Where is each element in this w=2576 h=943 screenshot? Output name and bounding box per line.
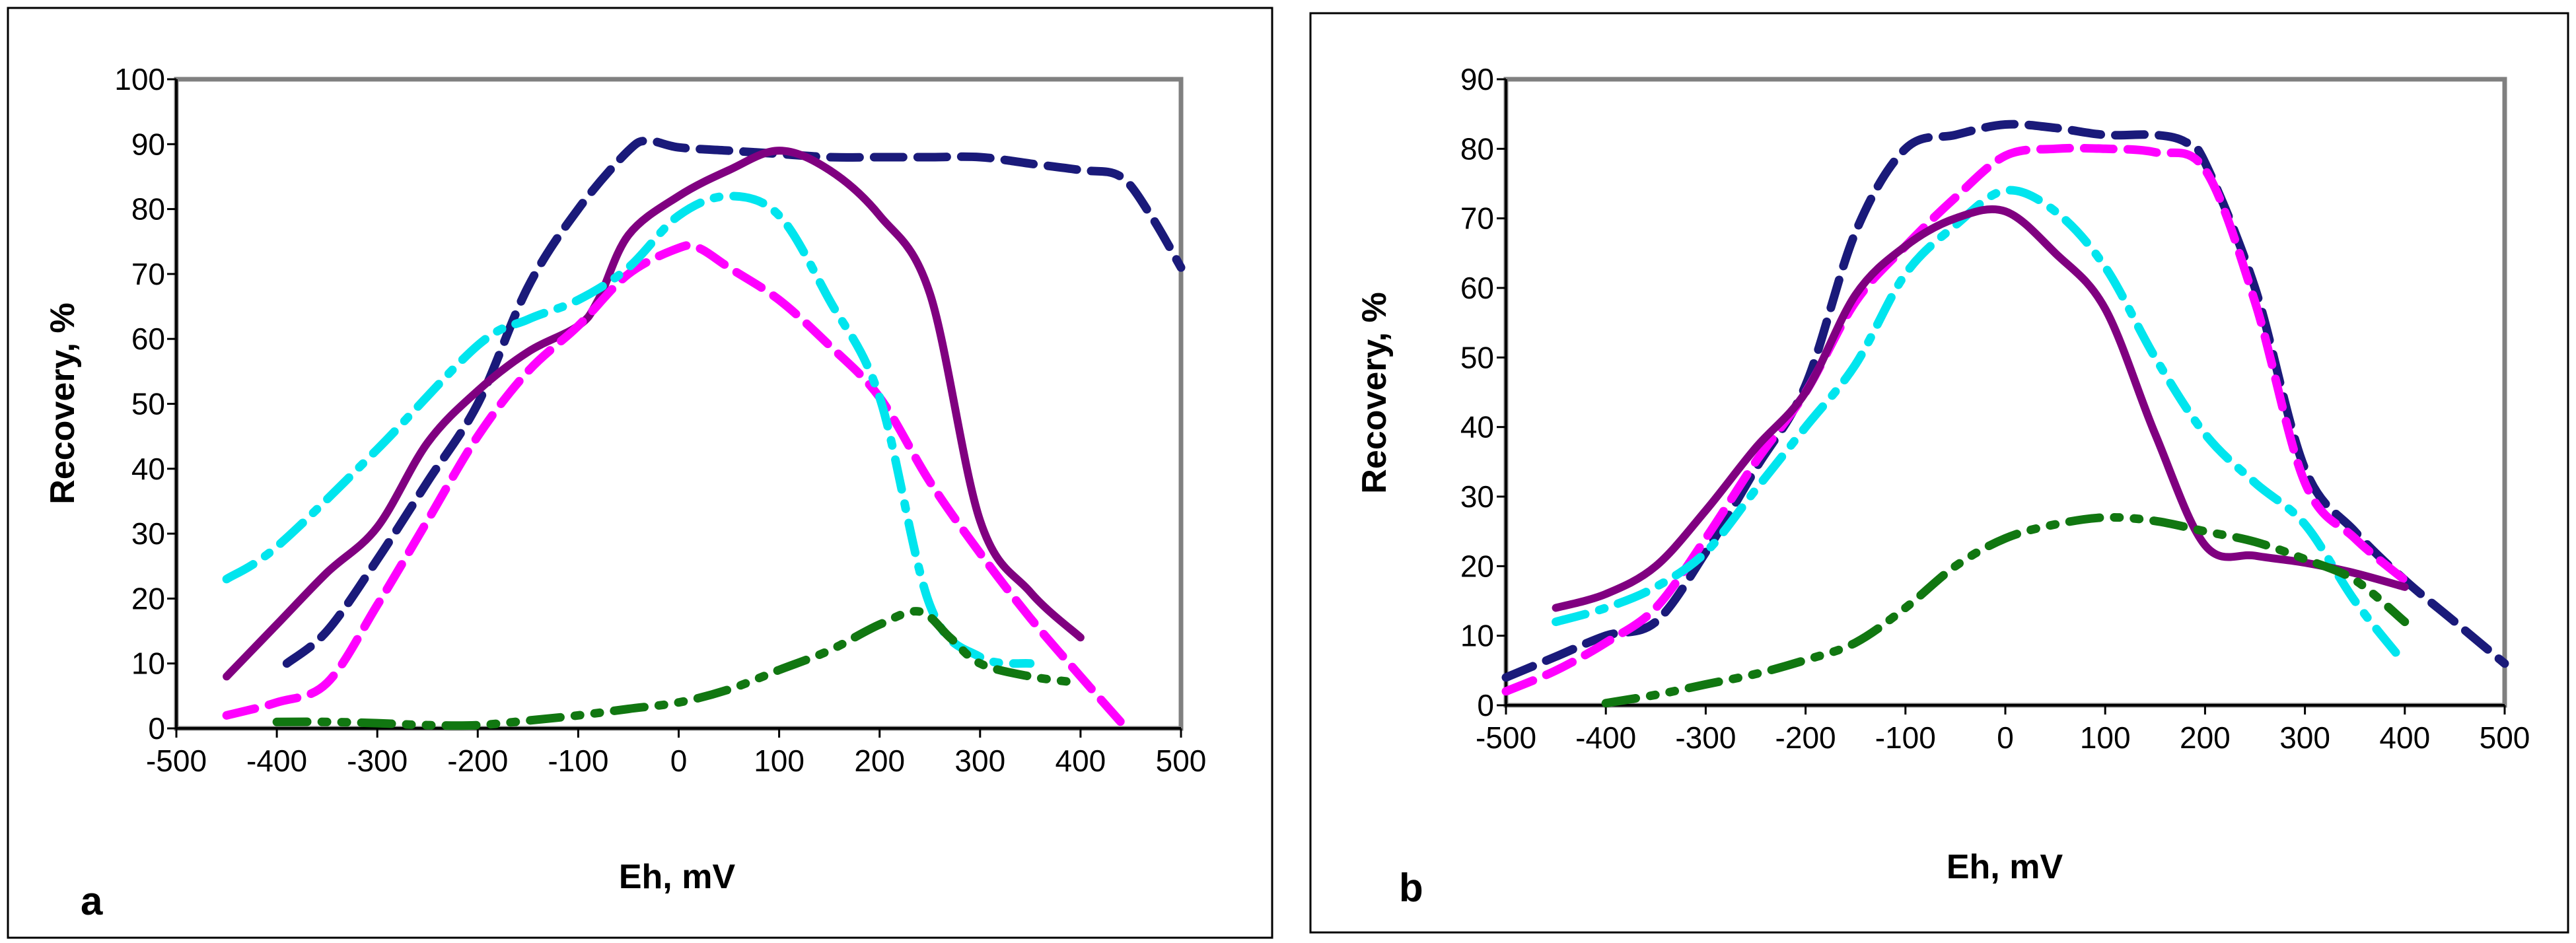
panel-b-letter: b	[1399, 866, 1423, 910]
panel-a-y-tick-label: 70	[131, 257, 165, 291]
panel-a-plot-area	[174, 77, 1184, 731]
panel-b-y-tick-label: 30	[1460, 479, 1494, 514]
panel-b-y-tick-label: 60	[1460, 271, 1494, 305]
panel-b-x-tick-label: 500	[2480, 720, 2530, 755]
panel-b-x-tick-label: 400	[2379, 720, 2430, 755]
panel-b-series-magenta-dashed	[1501, 143, 2410, 696]
panel-b-x-tick-label: 200	[2180, 720, 2231, 755]
panel-a-series-cyan-dashdot	[222, 192, 1035, 668]
panel-b-x-tick-label: -300	[1675, 720, 1736, 755]
panel-a-y-tick-label: 90	[131, 127, 165, 161]
panel-b-y-tick-label: 90	[1460, 62, 1494, 96]
panel-a-x-axis-title: Eh, mV	[619, 858, 736, 896]
panel-a-y-tick-label: 80	[131, 192, 165, 227]
panel-a-y-axis-title: Recovery, %	[44, 302, 82, 504]
panel-a-series	[222, 136, 1186, 730]
panel-a-y-tick-label: 10	[131, 646, 165, 681]
panel-a-y-tick-label: 100	[114, 62, 165, 96]
panel-b-series-navy-dashed	[1501, 120, 2509, 682]
panel-a-x-tick-label: 300	[954, 744, 1005, 778]
panel-b-y-tick-label: 50	[1460, 340, 1494, 374]
panel-b-x-tick-label: 300	[2279, 720, 2330, 755]
panel-b-y-axis-title: Recovery, %	[1355, 292, 1394, 493]
panel-b-y-tick-label: 10	[1460, 619, 1494, 653]
panel-b-x-tick-label: -100	[1875, 720, 1936, 755]
panel-a-y-tick-label: 20	[131, 581, 165, 615]
panel-a-x-tick-label: -300	[347, 744, 408, 778]
panel-a-y-tick-label: 30	[131, 516, 165, 551]
panel-a-series-green-dashdotdot	[272, 607, 1085, 730]
panel-a-letter: a	[81, 879, 103, 923]
panel-a-x-tick-label: -400	[246, 744, 307, 778]
panel-b-series-green-dashdotdot	[1601, 512, 2410, 708]
panel-a-x-tick-label: 200	[854, 744, 905, 778]
panel-a-y-tick-label: 60	[131, 322, 165, 356]
panel-a-y-tick-label: 50	[131, 387, 165, 421]
panel-a-x-tick-label: 400	[1055, 744, 1106, 778]
panel-a-x-tick-label: 0	[670, 744, 688, 778]
panel-b-y-tick-label: 20	[1460, 549, 1494, 583]
panel-a-series-magenta-dashed	[222, 240, 1126, 726]
panel-a-x-tick-label: -200	[447, 744, 508, 778]
panel-b-y-tick-label: 40	[1460, 410, 1494, 444]
panel-b-x-tick-label: 100	[2080, 720, 2131, 755]
panel-b-x-tick-label: 0	[1997, 720, 2014, 755]
panel-a-x-tick-label: 500	[1156, 744, 1207, 778]
panel-b-x-tick-label: -200	[1775, 720, 1836, 755]
panel-a-series-purple-solid	[223, 147, 1085, 681]
panel-b-x-tick-label: -400	[1575, 720, 1636, 755]
panel-a-series-navy-dashed	[282, 136, 1186, 668]
chart-panel-b: -500 -400 -300 -200 -100 0 100 200 300 400 500 0 10 2…	[1309, 12, 2569, 934]
panel-b-series-purple-solid	[1552, 205, 2409, 612]
panel-b-x-axis-title: Eh, mV	[1947, 848, 2063, 886]
panel-b-plot-area	[1503, 77, 2507, 708]
panel-b-y-tick-label: 80	[1460, 131, 1494, 166]
panel-b-x-tick-label: -500	[1476, 720, 1536, 755]
panel-a-x-tick-label: -100	[548, 744, 608, 778]
panel-b-y-tick-label: 70	[1460, 201, 1494, 236]
panel-b-axes: -500 -400 -300 -200 -100 0 100 200 300 400 500 0 10 2…	[1460, 62, 2530, 755]
chart-panel-a: -500 -400 -300 -200 -100 0 100 200 300 400 500 0 10 2…	[7, 7, 1273, 939]
panel-a-x-tick-label: 100	[754, 744, 805, 778]
panel-a-x-tick-label: -500	[146, 744, 207, 778]
panel-b-series-cyan-dashdot	[1552, 186, 2410, 668]
panel-b-series	[1501, 120, 2509, 708]
panel-a-y-tick-label: 0	[148, 711, 165, 746]
panel-a-axes: -500 -400 -300 -200 -100 0 100 200 300 400 500 0 10 2…	[114, 62, 1206, 778]
panel-b-y-tick-label: 0	[1477, 688, 1494, 722]
panel-a-y-tick-label: 40	[131, 452, 165, 486]
